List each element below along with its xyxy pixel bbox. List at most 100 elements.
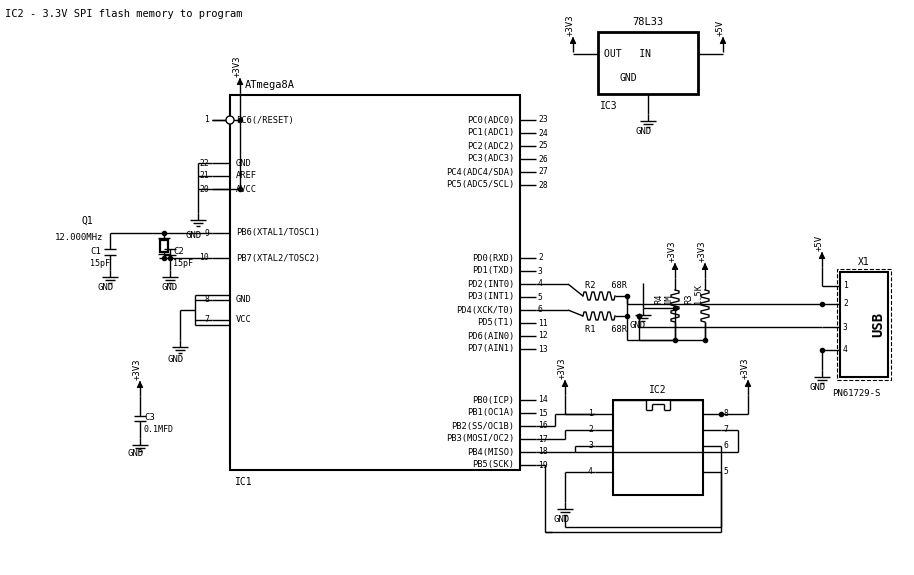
Text: 15pF: 15pF (173, 259, 193, 267)
Text: 22: 22 (199, 159, 209, 167)
Text: R1   68R: R1 68R (585, 324, 627, 333)
Text: 28: 28 (538, 181, 547, 190)
Text: 18: 18 (538, 447, 547, 457)
Text: IC3: IC3 (600, 101, 618, 111)
Text: PD0(RXD): PD0(RXD) (472, 254, 514, 263)
Text: +3V3: +3V3 (668, 240, 677, 262)
Text: 2: 2 (588, 426, 593, 435)
Text: GND: GND (636, 128, 652, 136)
Text: GND: GND (128, 450, 144, 458)
Text: 14: 14 (538, 396, 547, 404)
Text: 4: 4 (588, 467, 593, 477)
Text: 78L33: 78L33 (632, 17, 664, 27)
Text: PB1(OC1A): PB1(OC1A) (467, 408, 514, 417)
Text: 7: 7 (723, 426, 728, 435)
Text: 5: 5 (538, 293, 543, 301)
Text: PD5(T1): PD5(T1) (477, 319, 514, 328)
Text: +3V3: +3V3 (566, 14, 575, 36)
Text: ATmega8A: ATmega8A (245, 80, 295, 90)
Text: 12.000MHz: 12.000MHz (55, 233, 103, 243)
Text: PD2(INT0): PD2(INT0) (467, 279, 514, 289)
Text: 17: 17 (538, 435, 547, 443)
Text: C1: C1 (90, 247, 101, 256)
Text: 2: 2 (538, 254, 543, 263)
Text: 15pF: 15pF (90, 259, 110, 267)
Text: VCC: VCC (236, 316, 251, 324)
Circle shape (226, 116, 234, 124)
Text: AVCC: AVCC (236, 185, 257, 194)
Text: 11: 11 (538, 319, 547, 328)
Text: PC4(ADC4/SDA): PC4(ADC4/SDA) (446, 167, 514, 177)
Text: 0.1MFD: 0.1MFD (144, 426, 174, 435)
Text: PC6(/RESET): PC6(/RESET) (236, 116, 293, 125)
Text: 2: 2 (843, 300, 848, 309)
Text: PN61729-S: PN61729-S (832, 389, 880, 397)
Text: PC0(ADC0): PC0(ADC0) (467, 116, 514, 125)
Text: OUT   IN: OUT IN (604, 49, 651, 59)
Text: +5V: +5V (815, 235, 824, 251)
Text: +3V3: +3V3 (233, 56, 242, 77)
Text: 1: 1 (588, 409, 593, 419)
Text: IC2: IC2 (649, 385, 667, 395)
Text: PB2(SS/OC1B): PB2(SS/OC1B) (451, 421, 514, 431)
Text: 13: 13 (538, 344, 547, 354)
Text: +3V3: +3V3 (558, 358, 567, 379)
Text: GND: GND (162, 282, 178, 292)
Text: GND: GND (620, 73, 638, 83)
Text: 10: 10 (199, 254, 209, 263)
Text: PB6(XTAL1/TOSC1): PB6(XTAL1/TOSC1) (236, 228, 320, 237)
Text: 3: 3 (843, 323, 848, 332)
Text: 6: 6 (538, 305, 543, 315)
Text: IC1: IC1 (235, 477, 252, 487)
Bar (598, 32, 698, 94)
Text: GND: GND (810, 384, 826, 393)
Text: GND: GND (185, 231, 201, 240)
Text: 3: 3 (588, 442, 593, 450)
Text: PB7(XTAL2/TOSC2): PB7(XTAL2/TOSC2) (236, 254, 320, 263)
Text: 21: 21 (199, 171, 209, 181)
Text: C2: C2 (173, 247, 184, 256)
Text: PD4(XCK/T0): PD4(XCK/T0) (456, 305, 514, 315)
Text: 1M: 1M (664, 293, 673, 304)
Text: PD3(INT1): PD3(INT1) (467, 293, 514, 301)
Text: 20: 20 (199, 185, 209, 194)
Bar (160, 240, 168, 251)
Text: +5V: +5V (716, 20, 725, 36)
Bar (837, 269, 891, 380)
Text: PC3(ADC3): PC3(ADC3) (467, 155, 514, 163)
Text: R2   68R: R2 68R (585, 281, 627, 289)
Text: IC2 - 3.3V SPI flash memory to program: IC2 - 3.3V SPI flash memory to program (5, 9, 242, 19)
Text: 5: 5 (723, 467, 728, 477)
Text: R4: R4 (654, 293, 664, 304)
Text: GND: GND (553, 516, 569, 524)
Text: R3: R3 (685, 293, 694, 304)
Text: 1: 1 (843, 282, 848, 290)
Text: 4: 4 (843, 346, 848, 355)
Text: GND: GND (236, 296, 251, 305)
Bar (230, 95, 520, 470)
Text: 16: 16 (538, 421, 547, 431)
Text: +3V3: +3V3 (698, 240, 707, 262)
Text: 24: 24 (538, 128, 547, 137)
Text: 25: 25 (538, 141, 547, 151)
Text: 1.5K: 1.5K (694, 283, 703, 304)
Text: PC2(ADC2): PC2(ADC2) (467, 141, 514, 151)
Text: 9: 9 (204, 228, 209, 237)
Text: 12: 12 (538, 332, 547, 340)
Text: PC1(ADC1): PC1(ADC1) (467, 128, 514, 137)
Text: C3: C3 (144, 413, 154, 423)
Text: PB4(MISO): PB4(MISO) (467, 447, 514, 457)
Bar (613, 400, 703, 495)
Text: PC5(ADC5/SCL): PC5(ADC5/SCL) (446, 181, 514, 190)
Text: +3V3: +3V3 (133, 358, 142, 380)
Text: 23: 23 (538, 116, 547, 125)
Text: 8: 8 (204, 296, 209, 305)
Text: GND: GND (236, 159, 251, 167)
Text: 6: 6 (723, 442, 728, 450)
Text: 27: 27 (538, 167, 547, 177)
Text: PB5(SCK): PB5(SCK) (472, 461, 514, 470)
Text: 4: 4 (538, 279, 543, 289)
Text: 26: 26 (538, 155, 547, 163)
Bar (840, 272, 888, 377)
Text: 7: 7 (204, 316, 209, 324)
